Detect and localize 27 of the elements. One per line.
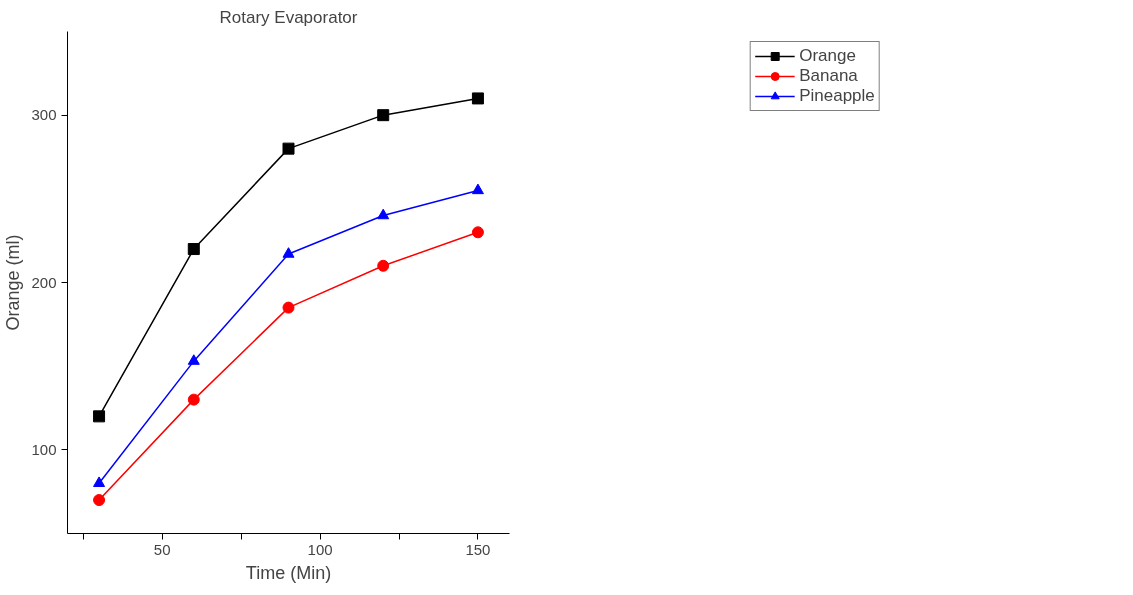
point bbox=[93, 494, 106, 507]
legend-label: Pineapple bbox=[799, 86, 875, 106]
x-tick-label: 50 bbox=[153, 540, 171, 558]
point bbox=[282, 142, 295, 155]
point bbox=[471, 226, 484, 239]
point bbox=[282, 301, 295, 314]
point bbox=[187, 393, 200, 406]
point bbox=[377, 208, 390, 220]
point bbox=[471, 183, 484, 195]
point bbox=[187, 354, 200, 365]
x-tick-label: 100 bbox=[307, 540, 333, 558]
x-tick-label: 150 bbox=[465, 540, 491, 558]
chart-title: Rotary Evaporator bbox=[219, 7, 358, 27]
y-tick-label: 100 bbox=[31, 440, 57, 458]
point bbox=[93, 410, 106, 423]
point bbox=[187, 243, 200, 256]
point bbox=[377, 109, 390, 122]
point bbox=[93, 476, 106, 487]
legend-label: Banana bbox=[799, 66, 858, 86]
point bbox=[471, 92, 484, 105]
point bbox=[282, 247, 295, 258]
y-axis-title: Orange (ml) bbox=[3, 234, 24, 331]
x-axis-title: Time (Min) bbox=[245, 562, 332, 583]
legend-label: Orange bbox=[799, 46, 856, 66]
point bbox=[377, 259, 390, 272]
y-tick-label: 200 bbox=[31, 273, 57, 291]
y-tick-label: 300 bbox=[31, 106, 57, 124]
